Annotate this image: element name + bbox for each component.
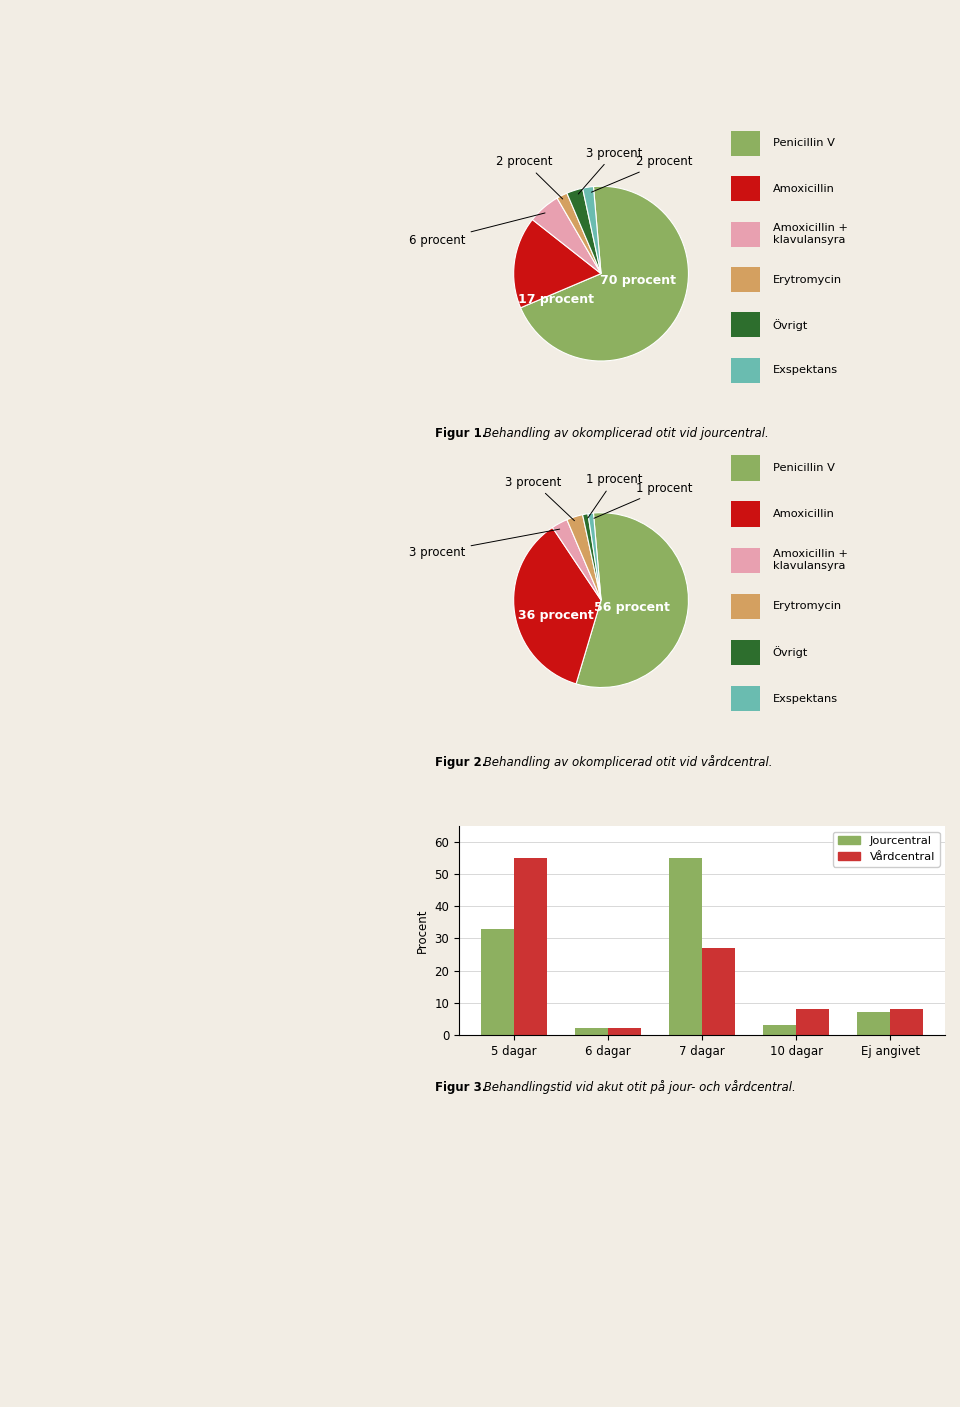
Text: 2 procent: 2 procent [591, 155, 692, 193]
Bar [796, 1009, 829, 1034]
Wedge shape [588, 514, 601, 601]
Bar [731, 640, 759, 666]
Text: Erytromycin: Erytromycin [773, 601, 842, 612]
Bar [731, 312, 759, 338]
Bar [669, 858, 702, 1034]
Y-axis label: Procent: Procent [416, 908, 429, 953]
Text: Amoxicillin: Amoxicillin [773, 184, 834, 194]
Text: 3 procent: 3 procent [505, 476, 574, 521]
Text: 3 procent: 3 procent [578, 146, 642, 194]
Wedge shape [567, 189, 601, 273]
Bar [608, 1029, 641, 1034]
Bar [731, 501, 759, 526]
Bar [857, 1013, 890, 1034]
Text: 56 procent: 56 procent [593, 601, 669, 613]
Bar [731, 131, 759, 156]
Wedge shape [552, 519, 601, 601]
Wedge shape [583, 187, 601, 273]
Wedge shape [576, 512, 688, 688]
Text: Figur 1.: Figur 1. [435, 426, 487, 440]
Bar [763, 1026, 796, 1034]
Text: Exspektans: Exspektans [773, 366, 838, 376]
Text: Övrigt: Övrigt [773, 647, 808, 658]
Text: Amoxicillin +
klavulansyra: Amoxicillin + klavulansyra [773, 549, 848, 571]
Text: Penicillin V: Penicillin V [773, 463, 834, 473]
Wedge shape [514, 528, 601, 684]
Text: Penicillin V: Penicillin V [773, 138, 834, 148]
Bar [731, 456, 759, 481]
Text: Exspektans: Exspektans [773, 694, 838, 704]
Text: Amoxicillin +
klavulansyra: Amoxicillin + klavulansyra [773, 224, 848, 245]
Bar [731, 222, 759, 246]
Bar [731, 547, 759, 573]
Wedge shape [567, 515, 601, 601]
Text: 1 procent: 1 procent [586, 473, 642, 518]
Text: 6 procent: 6 procent [409, 212, 545, 246]
Wedge shape [520, 186, 688, 362]
Bar [731, 176, 759, 201]
Wedge shape [583, 514, 601, 601]
Text: Amoxicillin: Amoxicillin [773, 509, 834, 519]
Text: Behandling av okomplicerad otit vid vårdcentral.: Behandling av okomplicerad otit vid vård… [480, 756, 773, 768]
Wedge shape [557, 193, 601, 273]
Bar [731, 594, 759, 619]
Bar [514, 858, 547, 1034]
Wedge shape [533, 198, 601, 273]
Text: 36 procent: 36 procent [517, 609, 593, 622]
Bar [890, 1009, 924, 1034]
Text: Behandling av okomplicerad otit vid jourcentral.: Behandling av okomplicerad otit vid jour… [480, 426, 769, 440]
Bar [575, 1029, 608, 1034]
Text: Behandlingstid vid akut otit på jour- och vårdcentral.: Behandlingstid vid akut otit på jour- oc… [480, 1081, 796, 1095]
Wedge shape [514, 219, 601, 308]
Text: 2 procent: 2 procent [496, 155, 563, 198]
Text: 17 procent: 17 procent [517, 293, 593, 307]
Bar [731, 687, 759, 712]
Bar [731, 357, 759, 383]
Bar [702, 948, 735, 1034]
Text: 1 procent: 1 procent [594, 481, 692, 518]
Text: Figur 2.: Figur 2. [435, 756, 487, 768]
Legend: Jourcentral, Vårdcentral: Jourcentral, Vårdcentral [833, 832, 940, 867]
Text: 3 procent: 3 procent [409, 529, 560, 559]
Text: 70 procent: 70 procent [600, 274, 676, 287]
Bar [481, 929, 514, 1034]
Text: Övrigt: Övrigt [773, 319, 808, 331]
Text: Erytromycin: Erytromycin [773, 274, 842, 284]
Bar [731, 267, 759, 293]
Text: Figur 3.: Figur 3. [435, 1081, 487, 1095]
